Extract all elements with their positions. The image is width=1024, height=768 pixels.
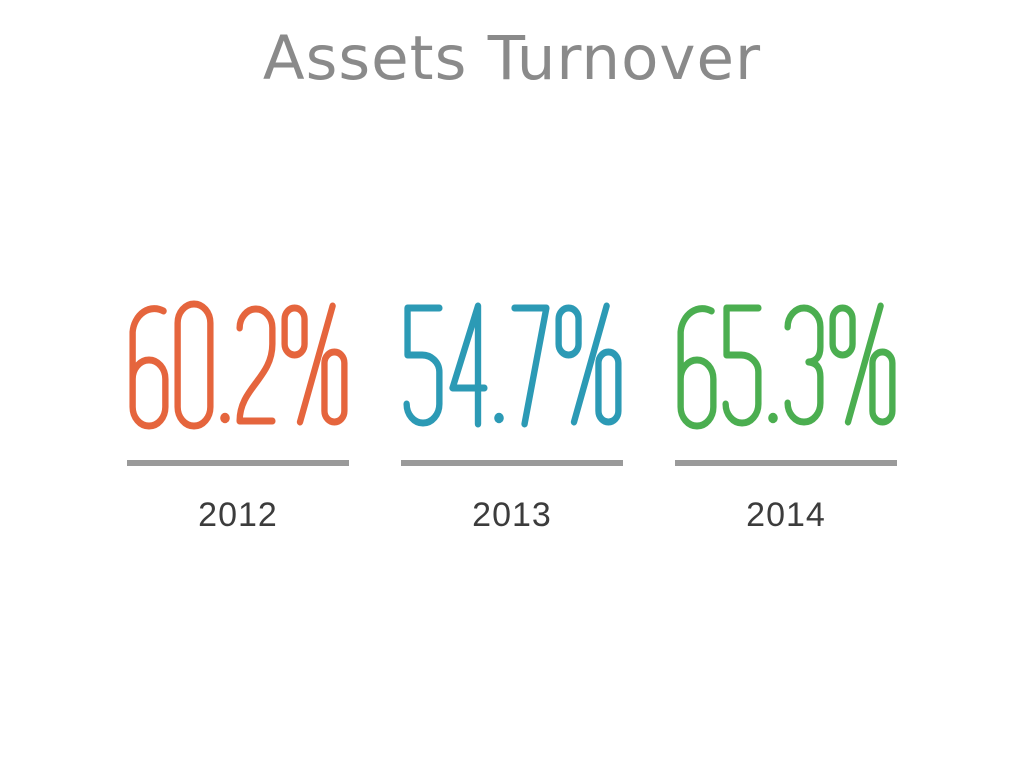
- year-label: 2013: [472, 496, 552, 535]
- kpi-columns: 2012 2013 2014: [0, 300, 1024, 532]
- divider-line: [127, 460, 349, 467]
- digit-glyph: [235, 305, 276, 425]
- digit-glyph: [783, 304, 824, 426]
- digit-glyph: [219, 412, 230, 424]
- digit-glyph: [173, 300, 214, 430]
- digit-glyph: [510, 304, 550, 428]
- digit-glyph: [767, 412, 778, 424]
- digit-glyph: [448, 302, 488, 428]
- kpi-value: [128, 300, 348, 430]
- digit-glyph: [721, 304, 762, 427]
- kpi-column: 2014: [675, 300, 897, 532]
- percent-glyph: [280, 302, 348, 426]
- kpi-column: 2012: [127, 300, 349, 532]
- digit-glyph: [676, 305, 717, 430]
- year-label: 2012: [198, 496, 278, 535]
- kpi-column: 2013: [401, 300, 623, 532]
- digit-glyph: [128, 305, 169, 430]
- digit-glyph: [493, 412, 504, 424]
- percent-glyph: [554, 302, 622, 426]
- divider-line: [401, 460, 623, 467]
- divider-line: [675, 460, 897, 467]
- digit-glyph: [402, 304, 443, 427]
- percent-glyph: [828, 302, 896, 426]
- kpi-value: [402, 300, 622, 430]
- kpi-value: [676, 300, 896, 430]
- year-label: 2014: [746, 496, 826, 535]
- page-title: Assets Turnover: [262, 23, 762, 94]
